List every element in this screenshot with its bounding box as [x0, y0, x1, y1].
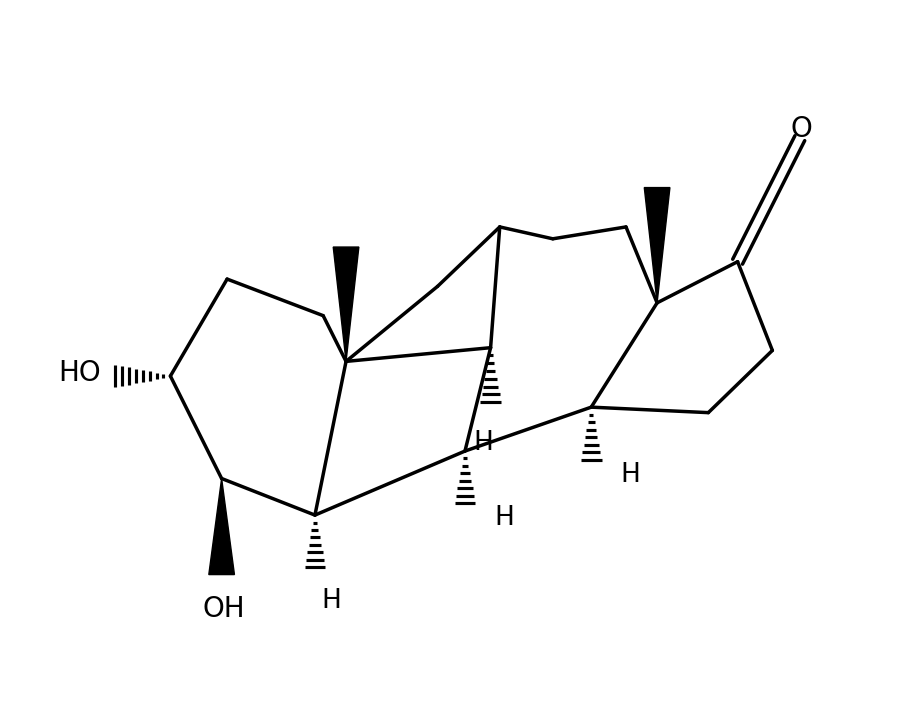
- Text: HO: HO: [58, 359, 101, 387]
- Polygon shape: [645, 187, 670, 303]
- Polygon shape: [209, 479, 234, 574]
- Text: O: O: [791, 115, 813, 143]
- Text: H: H: [321, 589, 341, 614]
- Text: H: H: [620, 462, 640, 488]
- Text: OH: OH: [202, 595, 245, 623]
- Text: H: H: [494, 505, 514, 531]
- Polygon shape: [333, 247, 359, 361]
- Text: H: H: [473, 430, 493, 456]
